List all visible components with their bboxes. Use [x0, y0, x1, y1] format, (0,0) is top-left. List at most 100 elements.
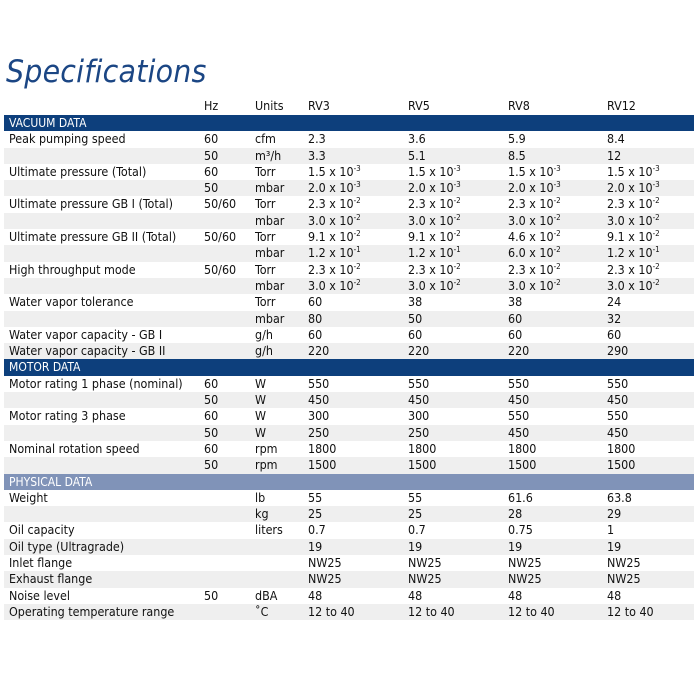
- mantissa: 1.2 x 10: [607, 245, 653, 261]
- mantissa: 9.1 x 10: [308, 229, 354, 245]
- exponent: -2: [353, 212, 361, 222]
- table-row: High throughput mode 50/60 Torr 2.3 x 10-2 2…: [4, 262, 694, 278]
- cell-units: cfm: [255, 131, 276, 147]
- mantissa: 1.2 x 10: [308, 245, 354, 261]
- cell-rv3: 550: [308, 375, 330, 391]
- cell-rv5: 50: [408, 310, 423, 326]
- mantissa: 3.0 x 10: [607, 277, 653, 293]
- cell-rv5: NW25: [408, 555, 442, 571]
- mantissa: 2.0 x 10: [308, 180, 354, 196]
- mantissa: 9.1 x 10: [607, 229, 653, 245]
- exponent: -3: [652, 163, 660, 173]
- cell-units: Torr: [255, 229, 276, 245]
- exponent: -3: [553, 163, 561, 173]
- cell-rv5: 1500: [408, 457, 437, 473]
- table-row: 50 W 250 250 450 450: [4, 424, 694, 441]
- mantissa: 2.3 x 10: [607, 196, 653, 212]
- table-row: Weight lb 55 55 61.6 63.8: [4, 490, 694, 506]
- cell-rv8: 0.75: [508, 522, 533, 538]
- cell-rv3: 60: [308, 294, 323, 310]
- exponent: -2: [652, 261, 660, 271]
- cell-hz: 60: [204, 375, 219, 391]
- cell-units: W: [255, 375, 267, 391]
- cell-rv3: 1.2 x 10-1: [308, 245, 361, 261]
- exponent: -2: [453, 261, 461, 271]
- cell-rv8: 2.0 x 10-3: [508, 180, 561, 196]
- cell-label: Water vapor capacity - GB I: [9, 326, 163, 342]
- mantissa: 4.6 x 10: [508, 229, 554, 245]
- exponent: -2: [453, 212, 461, 222]
- cell-rv8: 550: [508, 375, 530, 391]
- cell-units: W: [255, 424, 267, 440]
- cell-hz: 50: [204, 392, 219, 408]
- table-row: Nominal rotation speed 60 rpm 1800 1800 1800 1…: [4, 441, 694, 457]
- cell-units: g/h: [255, 326, 273, 342]
- cell-rv3: 9.1 x 10-2: [308, 229, 361, 245]
- cell-rv8: 28: [508, 506, 523, 522]
- cell-units: rpm: [255, 457, 278, 473]
- table-row: mbar 1.2 x 10-1 1.2 x 10-1 6.0 x 10-2 1.2 x …: [4, 245, 694, 262]
- cell-units: Torr: [255, 294, 276, 310]
- column-header-row: Hz Units RV3 RV5 RV8 RV12: [4, 98, 694, 115]
- cell-units: m³/h: [255, 147, 282, 163]
- table-row: mbar 3.0 x 10-2 3.0 x 10-2 3.0 x 10-2 3.0 x …: [4, 277, 694, 295]
- exponent: -1: [652, 245, 660, 255]
- cell-rv12: 60: [607, 326, 622, 342]
- cell-rv12: 3.0 x 10-2: [607, 278, 660, 294]
- exponent: -2: [353, 277, 361, 287]
- section-title: VACUUM DATA: [9, 116, 87, 130]
- mantissa: 3.0 x 10: [408, 277, 454, 293]
- mantissa: 2.3 x 10: [408, 196, 454, 212]
- exponent: -3: [453, 180, 461, 190]
- cell-rv12: 12: [607, 147, 622, 163]
- cell-rv8: 60: [508, 310, 523, 326]
- section-title: MOTOR DATA: [9, 360, 81, 375]
- cell-rv3: 2.0 x 10-3: [308, 180, 361, 196]
- cell-rv3: 1.5 x 10-3: [308, 164, 361, 180]
- column-header-rv8: RV8: [508, 98, 530, 113]
- cell-rv3: 1500: [308, 457, 337, 473]
- cell-rv5: 25: [408, 506, 423, 522]
- cell-rv8: 19: [508, 538, 523, 554]
- cell-rv3: 3.0 x 10-2: [308, 213, 361, 229]
- cell-label: Nominal rotation speed: [9, 440, 140, 456]
- exponent: -2: [353, 261, 361, 271]
- exponent: -2: [553, 261, 561, 271]
- cell-rv5: 9.1 x 10-2: [408, 229, 461, 245]
- cell-rv12: NW25: [607, 555, 641, 571]
- cell-rv3: 80: [308, 310, 323, 326]
- table-row: kg 25 25 28 29: [4, 506, 694, 523]
- cell-hz: 60: [204, 408, 219, 424]
- cell-units: Torr: [255, 261, 276, 277]
- section-header: PHYSICAL DATA: [4, 473, 694, 490]
- cell-rv12: 19: [607, 538, 622, 554]
- cell-label: Weight: [9, 489, 48, 505]
- mantissa: 1.5 x 10: [508, 163, 554, 179]
- cell-rv3: NW25: [308, 555, 342, 571]
- cell-rv8: 4.6 x 10-2: [508, 229, 561, 245]
- cell-rv12: 1: [607, 522, 615, 538]
- exponent: -2: [652, 196, 660, 206]
- mantissa: 3.0 x 10: [408, 212, 454, 228]
- cell-rv5: 2.0 x 10-3: [408, 180, 461, 196]
- cell-rv5: 550: [408, 375, 430, 391]
- cell-rv3: 3.0 x 10-2: [308, 278, 361, 294]
- cell-rv5: 3.6: [408, 131, 426, 147]
- cell-hz: 50/60: [204, 196, 237, 212]
- section-header: VACUUM DATA: [4, 115, 694, 132]
- cell-label: Oil type (Ultragrade): [9, 538, 125, 554]
- exponent: -2: [553, 212, 561, 222]
- cell-rv8: 12 to 40: [508, 603, 555, 619]
- exponent: -2: [553, 277, 561, 287]
- cell-rv5: NW25: [408, 571, 442, 587]
- cell-hz: 50/60: [204, 261, 237, 277]
- cell-hz: 50: [204, 457, 219, 473]
- cell-rv3: 450: [308, 392, 330, 408]
- cell-label: Motor rating 1 phase (nominal): [9, 375, 183, 391]
- cell-rv12: 29: [607, 506, 622, 522]
- table-row: Water vapor tolerance Torr 60 38 38 24: [4, 294, 694, 310]
- cell-rv5: 38: [408, 294, 423, 310]
- cell-rv5: 220: [408, 343, 430, 359]
- cell-rv8: 5.9: [508, 131, 526, 147]
- specifications-table: Hz Units RV3 RV5 RV8 RV12 VACUUM DATA Peak pump…: [4, 98, 694, 621]
